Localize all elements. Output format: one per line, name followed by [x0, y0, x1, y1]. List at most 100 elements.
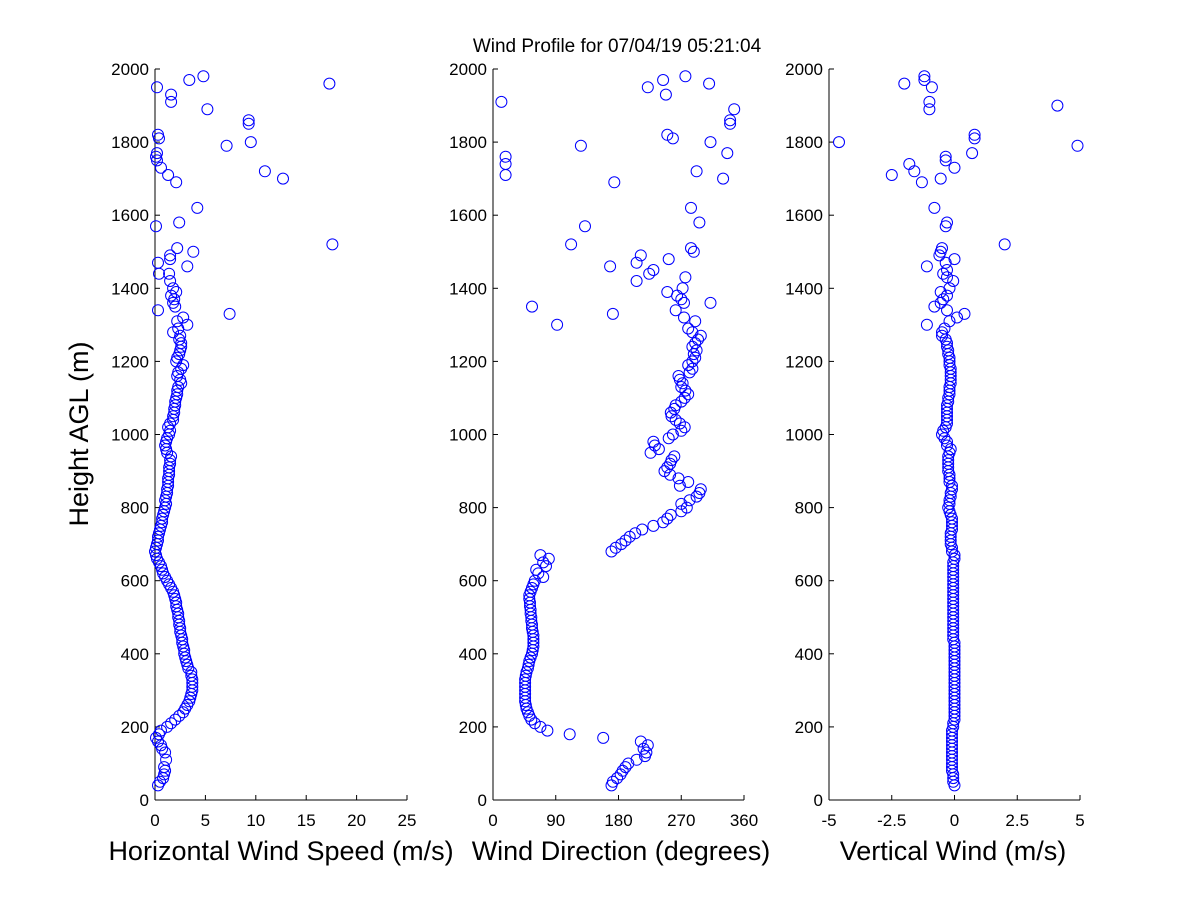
direction-data-point: [673, 417, 686, 430]
direction-data-point: [521, 662, 534, 675]
speed-data-point: [174, 329, 187, 342]
direction-data-point: [519, 673, 532, 686]
speed-xtick-label: 20: [347, 811, 366, 830]
direction-data-point: [683, 494, 696, 507]
speed-data-point: [163, 267, 176, 280]
direction-data-point: [682, 359, 695, 372]
vertical-xtick-label: 5: [1075, 811, 1084, 830]
vertical-data-point: [934, 286, 947, 298]
speed-data-point: [171, 242, 184, 255]
direction-data-point: [647, 264, 660, 276]
speed-data-point: [155, 161, 167, 174]
direction-data-point: [643, 267, 656, 280]
direction-data-point: [608, 176, 621, 189]
direction-data-point: [679, 70, 692, 83]
vertical-data-point: [928, 300, 941, 313]
direction-data-point: [630, 753, 643, 766]
direction-data-point: [619, 534, 632, 547]
direction-data-point: [619, 761, 632, 774]
vertical-data-point: [936, 329, 948, 342]
speed-data-point: [151, 147, 163, 160]
direction-data-point: [661, 128, 674, 141]
direction-data-point: [678, 296, 690, 309]
speed-data-point: [170, 176, 183, 189]
vertical-data-point: [937, 424, 950, 437]
speed-points: [149, 70, 339, 792]
vertical-data-point: [885, 169, 898, 181]
direction-data-point: [679, 271, 692, 284]
vertical-data-point: [898, 77, 911, 90]
direction-data-point: [717, 172, 730, 185]
speed-ytick-label: 1800: [111, 133, 149, 152]
direction-data-point: [499, 158, 512, 170]
direction-ytick-label: 400: [459, 645, 487, 664]
vertical-data-point: [833, 136, 845, 149]
direction-data-point: [615, 538, 628, 551]
speed-panel: 0 200 400 600 800 1000 1200 1400 1600 1800 2000 0 5 1…: [64, 60, 454, 866]
speed-data-point: [164, 275, 177, 287]
direction-data-point: [657, 74, 670, 86]
vertical-ytick-label: 1400: [785, 279, 823, 298]
vertical-data-point: [948, 549, 961, 562]
direction-data-point: [630, 256, 643, 269]
vertical-xtick-label: -5: [821, 811, 836, 830]
direction-data-point: [686, 362, 699, 375]
vertical-ticks: 0 200 400 600 800 1000 1200 1400 1600 1800 2000 -5 -…: [785, 60, 1085, 830]
speed-data-point: [242, 114, 255, 127]
direction-data-point: [597, 731, 610, 744]
vertical-data-point: [918, 74, 931, 86]
speed-data-point: [155, 724, 167, 737]
direction-data-point: [685, 201, 697, 214]
direction-data-point: [685, 242, 697, 255]
direction-data-point: [499, 150, 512, 163]
direction-data-point: [686, 355, 699, 368]
speed-data-point: [201, 103, 214, 116]
direction-data-point: [641, 81, 654, 94]
direction-data-point: [675, 395, 688, 408]
vertical-data-point: [934, 172, 947, 185]
speed-data-point: [173, 216, 186, 229]
speed-data-point: [223, 307, 236, 320]
direction-data-point: [703, 77, 716, 90]
direction-data-point: [687, 245, 700, 258]
direction-data-point: [683, 366, 696, 379]
vertical-data-point: [923, 103, 936, 116]
direction-data-point: [678, 391, 691, 404]
speed-xtick-label: 5: [201, 811, 210, 830]
direction-ytick-label: 1000: [449, 426, 487, 445]
speed-data-point: [169, 713, 182, 726]
vertical-data-point: [941, 271, 953, 284]
vertical-data-point: [939, 150, 952, 163]
speed-ticks: 0 200 400 600 800 1000 1200 1400 1600 1800 2000 0 5 1…: [111, 60, 416, 830]
direction-ytick-label: 1800: [449, 133, 487, 152]
direction-xtick-label: 270: [667, 811, 695, 830]
speed-data-point: [170, 286, 183, 298]
direction-data-point: [540, 560, 552, 573]
speed-data-point: [173, 709, 186, 722]
direction-xtick-label: 0: [488, 811, 497, 830]
speed-data-point: [167, 282, 180, 295]
direction-ytick-label: 1400: [449, 279, 487, 298]
direction-data-point: [541, 724, 554, 737]
speed-data-point: [171, 388, 184, 401]
direction-data-point: [605, 545, 618, 558]
speed-data-point: [187, 245, 200, 258]
vertical-ytick-label: 1000: [785, 426, 823, 445]
direction-data-point: [724, 114, 737, 127]
speed-ytick-label: 1400: [111, 279, 149, 298]
direction-data-point: [662, 432, 675, 445]
vertical-data-point: [941, 340, 953, 353]
speed-data-point: [185, 666, 198, 679]
speed-ytick-label: 400: [121, 645, 149, 664]
vertical-data-point: [920, 260, 933, 273]
speed-data-point: [165, 717, 178, 730]
direction-data-point: [665, 454, 678, 467]
direction-xtick-label: 90: [546, 811, 565, 830]
direction-data-point: [523, 593, 536, 605]
direction-data-point: [694, 483, 707, 496]
vertical-ytick-label: 2000: [785, 60, 823, 79]
direction-data-point: [647, 435, 660, 448]
direction-data-point: [672, 370, 685, 382]
direction-xtick-label: 180: [604, 811, 632, 830]
